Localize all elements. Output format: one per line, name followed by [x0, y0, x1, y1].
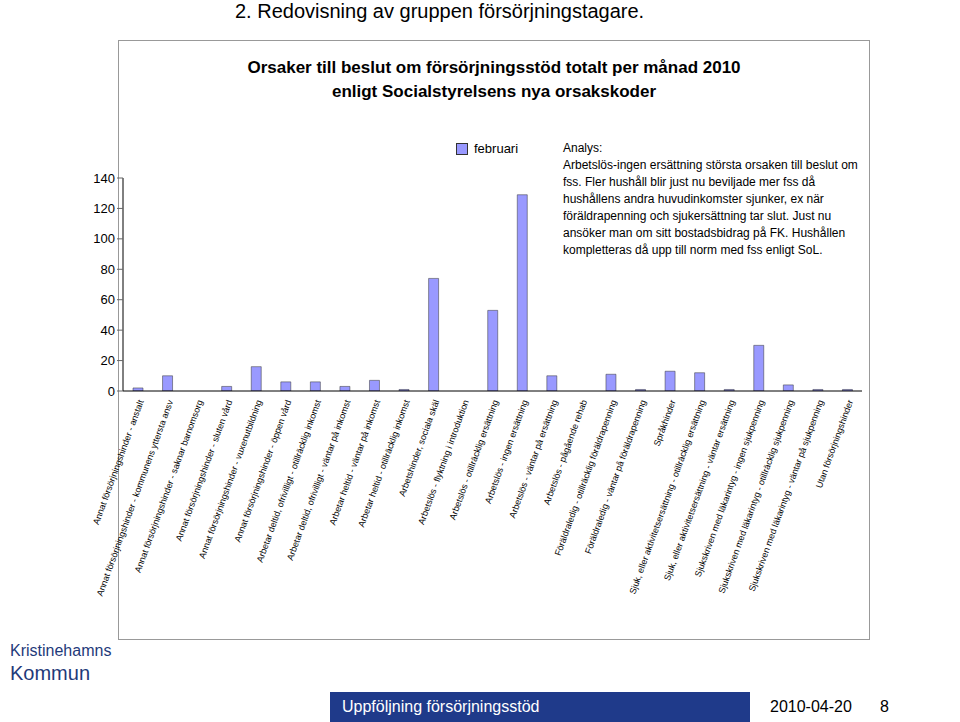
svg-text:Sjukskriven med läkarintyg - v: Sjukskriven med läkarintyg - väntar på s… [747, 398, 826, 592]
svg-text:140: 140 [93, 171, 115, 186]
svg-text:Utan försörjningshinder: Utan försörjningshinder [814, 398, 855, 489]
html-text:Orsaker till beslut om försörj: Orsaker till beslut om försörjningsstöd … [247, 58, 741, 101]
svg-text:Sjukskriven med läkarintyg - o: Sjukskriven med läkarintyg - otillräckli… [716, 398, 796, 595]
svg-text:Annat försörjningshinder - sak: Annat försörjningshinder - saknar barnom… [132, 398, 205, 574]
html-text:Arbetslös-ingen ersättning stö: Arbetslös-ingen ersättning största orsak… [563, 158, 858, 257]
html-text:Analys:: Analys: [563, 141, 603, 155]
svg-text:Arbetslös - ingen ersättning: Arbetslös - ingen ersättning [483, 398, 530, 505]
svg-text:0: 0 [108, 384, 115, 399]
svg-text:Föräldraledig - otillräcklig f: Föräldraledig - otillräcklig föräldrapen… [553, 398, 619, 557]
html-text:Kristinehamns: Kristinehamns [10, 642, 112, 659]
html-text:2. Redovisning av gruppen förs: 2. Redovisning av gruppen försörjningsta… [235, 0, 645, 22]
svg-text:Arbetar heltid - väntar på ink: Arbetar heltid - väntar på inkomst [327, 398, 382, 526]
html-text:8: 8 [880, 698, 889, 715]
html-text:Kommun: Kommun [10, 662, 90, 684]
svg-text:40: 40 [101, 323, 115, 338]
html-text:februari: februari [474, 141, 519, 156]
svg-text:Annat försörjningshinder - öpp: Annat försörjningshinder - öppen vård [233, 398, 294, 543]
svg-text:20: 20 [101, 353, 115, 368]
svg-text:Föräldraledig - väntar på förä: Föräldraledig - väntar på föräldrapennin… [583, 398, 648, 555]
svg-text:Arbetar heltid - otillräcklig: Arbetar heltid - otillräcklig inkomst [356, 398, 412, 528]
svg-text:Språkhinder: Språkhinder [652, 398, 678, 447]
svg-text:Sjuk, eller aktivitetsersättni: Sjuk, eller aktivitetsersättning - vänta… [661, 398, 737, 582]
html-text:Uppföljning försörjningsstöd: Uppföljning försörjningsstöd [342, 698, 540, 715]
svg-text:120: 120 [93, 201, 115, 216]
svg-text:Arbetslös - otillräcklig ersät: Arbetslös - otillräcklig ersättning [447, 398, 501, 522]
svg-text:Arbetar deltid, ofrivilligt -: Arbetar deltid, ofrivilligt - väntar på … [285, 398, 353, 562]
svg-text:Annat försörjningshinder - kom: Annat försörjningshinder - kommunens ytt… [94, 398, 176, 598]
svg-text:Arbetslös - väntar på ersättni: Arbetslös - väntar på ersättning [507, 398, 560, 520]
svg-text:100: 100 [93, 231, 115, 246]
svg-text:Annat försörjningshinder - slu: Annat försörjningshinder - sluten vård [174, 398, 235, 542]
svg-text:60: 60 [101, 292, 115, 307]
svg-text:80: 80 [101, 262, 115, 277]
svg-text:Arbetslös - flyktning i introd: Arbetslös - flyktning i introduktion [416, 398, 471, 526]
svg-text:Annat försörjningshinder - vux: Annat försörjningshinder - vuxenutbildni… [197, 398, 264, 560]
svg-text:Arbetslös - pågående rehab: Arbetslös - pågående rehab [541, 398, 590, 507]
svg-text:Arbetshinder, sociala skäl: Arbetshinder, sociala skäl [397, 398, 442, 498]
svg-text:Annat försörjningshinder - ans: Annat försörjningshinder - anstalt [91, 398, 146, 526]
svg-text:Arbetar deltid, ofrivilligt -: Arbetar deltid, ofrivilligt - otillräckl… [254, 398, 323, 564]
html-text:2010-04-20: 2010-04-20 [770, 698, 852, 715]
svg-text:Sjukskriven med läkarintyg - i: Sjukskriven med läkarintyg - ingen sjukp… [692, 398, 767, 579]
svg-text:Sjuk, eller aktivitetsersättni: Sjuk, eller aktivitetsersättning - otill… [627, 398, 708, 596]
